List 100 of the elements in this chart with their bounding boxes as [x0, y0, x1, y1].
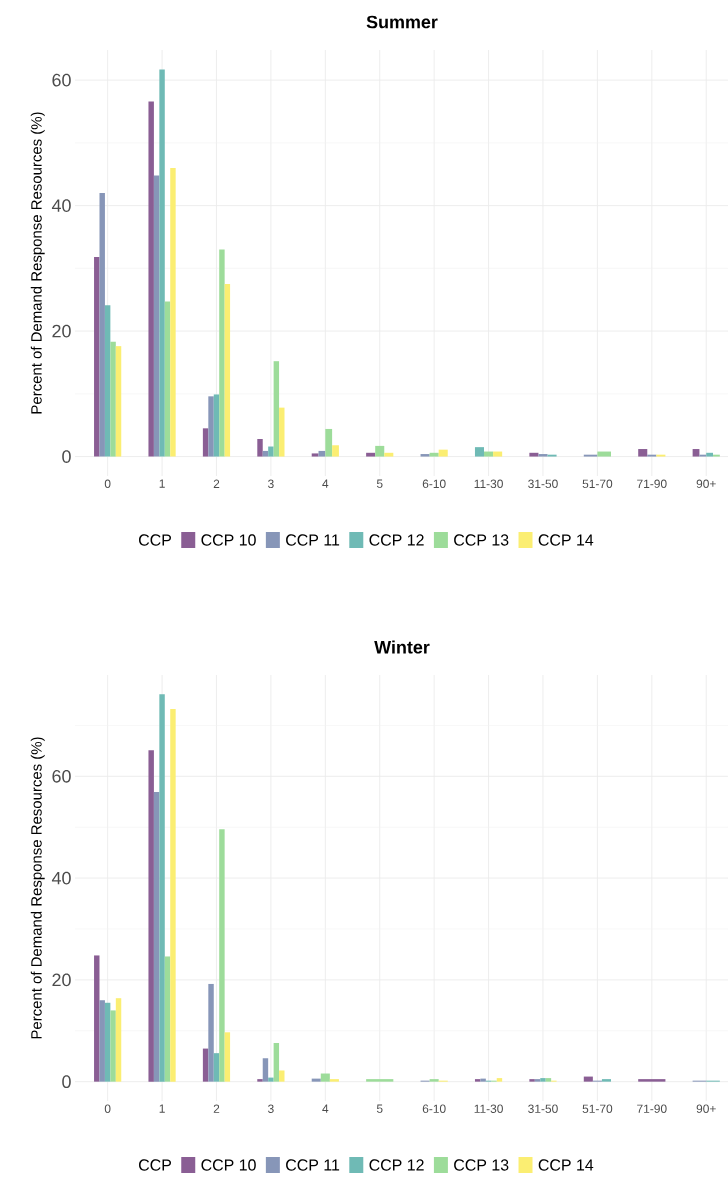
bar — [706, 452, 713, 457]
x-tick-label: 1 — [159, 1104, 165, 1113]
bar — [273, 361, 279, 457]
bar — [213, 1053, 219, 1082]
bar — [153, 175, 160, 457]
bar — [104, 1002, 111, 1082]
bar — [262, 450, 268, 457]
bar — [267, 1077, 274, 1082]
x-tick-label: 90+ — [696, 1104, 716, 1113]
bar — [148, 750, 154, 1082]
y-tick-label: 60 — [52, 73, 71, 87]
bar — [318, 450, 326, 457]
bar — [278, 407, 285, 457]
bar — [224, 284, 230, 457]
bar — [262, 1058, 268, 1082]
y-tick-label: 40 — [51, 199, 71, 212]
bar — [224, 1032, 230, 1082]
x-tick-label: 6-10 — [422, 479, 446, 488]
bar — [208, 396, 214, 457]
y-tick-label: 20 — [52, 324, 71, 338]
x-tick-label: 2 — [213, 1104, 219, 1113]
x-tick-label: 90+ — [696, 479, 716, 488]
bar — [115, 998, 122, 1082]
x-tick-label: 11-30 — [474, 1104, 503, 1113]
y-tick-label: 0 — [61, 1075, 71, 1089]
bar — [529, 452, 539, 457]
bar — [148, 101, 154, 457]
bar — [267, 446, 274, 457]
legend-title: CCP — [138, 1159, 171, 1171]
x-tick-label: 5 — [376, 1104, 383, 1113]
bar — [213, 394, 219, 457]
bar — [99, 193, 105, 457]
legend-label: CCP 11 — [285, 534, 339, 546]
x-tick-label: 0 — [104, 1104, 111, 1113]
bar — [104, 305, 111, 457]
x-tick-label: 51-70 — [582, 1104, 612, 1113]
bar — [170, 167, 176, 457]
bar — [110, 341, 116, 457]
x-tick-label: 51-70 — [582, 479, 612, 488]
x-tick-label: 3 — [267, 1104, 274, 1113]
x-tick-label: 5 — [376, 479, 383, 488]
legend-label: CCP 12 — [369, 1159, 424, 1171]
bar — [208, 983, 214, 1082]
legend-label: CCP 10 — [201, 1159, 256, 1171]
bar — [438, 449, 448, 457]
y-axis-title: Percent of Demand Response Resources (%) — [30, 737, 45, 1039]
bar — [202, 428, 209, 457]
legend-label: CCP 14 — [538, 534, 594, 546]
x-tick-label: 3 — [267, 479, 274, 488]
x-tick-label: 31-50 — [527, 1104, 558, 1113]
bar — [218, 249, 225, 457]
x-tick-label: 11-30 — [474, 479, 503, 488]
bar — [545, 1078, 551, 1082]
bar — [257, 1079, 263, 1082]
x-tick-label: 4 — [322, 1104, 329, 1113]
bar — [474, 1079, 481, 1082]
bar — [492, 451, 502, 457]
bar — [99, 1000, 105, 1082]
legend-label: CCP 12 — [369, 534, 424, 546]
y-tick-label: 0 — [61, 450, 71, 463]
bar — [273, 1042, 279, 1082]
bar — [311, 453, 319, 457]
x-tick-label: 0 — [104, 479, 111, 488]
bar — [159, 694, 165, 1082]
bar — [164, 301, 171, 457]
x-tick-label: 1 — [159, 479, 165, 488]
bar — [540, 1078, 546, 1082]
bar — [257, 438, 263, 457]
bar — [110, 1010, 116, 1082]
bar — [93, 257, 100, 457]
bar — [170, 709, 176, 1082]
bar — [153, 792, 160, 1082]
bar — [164, 956, 171, 1082]
y-tick-label: 20 — [52, 973, 71, 987]
bar — [202, 1048, 209, 1082]
chart-title: Summer — [366, 15, 438, 29]
bar — [692, 449, 700, 457]
legend-label: CCP 13 — [453, 1159, 509, 1171]
bar — [529, 1079, 535, 1082]
legend-label: CCP 13 — [453, 534, 509, 546]
bar — [218, 829, 225, 1082]
legend-title: CCP — [138, 534, 171, 546]
y-tick-label: 40 — [51, 871, 71, 885]
x-tick-label: 2 — [213, 479, 219, 488]
bar — [93, 955, 100, 1082]
legend-label: CCP 11 — [285, 1159, 339, 1171]
legend-label: CCP 10 — [201, 534, 256, 546]
x-tick-label: 31-50 — [527, 479, 558, 488]
bar — [534, 1079, 541, 1082]
bar — [365, 452, 375, 457]
y-tick-label: 60 — [52, 769, 71, 783]
x-tick-label: 71-90 — [636, 479, 667, 488]
x-tick-label: 6-10 — [422, 1104, 446, 1113]
bar — [159, 69, 165, 457]
legend-label: CCP 14 — [538, 1159, 594, 1171]
y-axis-title: Percent of Demand Response Resources (%) — [30, 112, 45, 414]
bar — [278, 1070, 285, 1082]
bar — [331, 445, 339, 457]
x-tick-label: 71-90 — [636, 1104, 667, 1113]
chart-title: Winter — [373, 640, 430, 654]
